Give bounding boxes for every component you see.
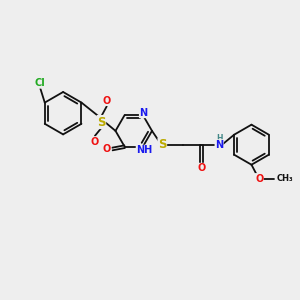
Text: Cl: Cl <box>35 78 46 88</box>
Text: S: S <box>97 116 106 128</box>
Text: NH: NH <box>136 145 152 155</box>
Text: O: O <box>197 163 206 173</box>
Text: H: H <box>216 134 223 143</box>
Text: O: O <box>103 95 111 106</box>
Text: CH₃: CH₃ <box>276 174 293 183</box>
Text: O: O <box>91 137 99 147</box>
Text: O: O <box>255 174 263 184</box>
Text: N: N <box>215 140 223 150</box>
Text: N: N <box>140 108 148 118</box>
Text: S: S <box>158 138 166 151</box>
Text: O: O <box>103 144 111 154</box>
